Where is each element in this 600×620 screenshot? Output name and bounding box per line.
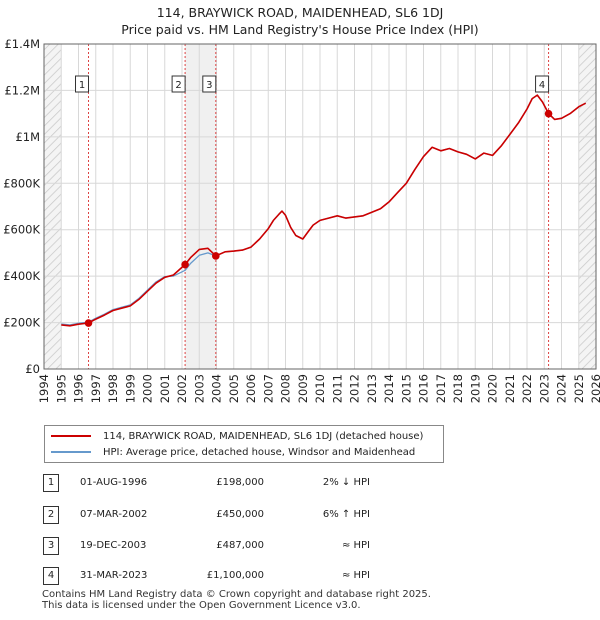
sale-date: 01-AUG-1996 <box>80 477 148 488</box>
x-tick-label: 1995 <box>54 374 68 403</box>
footer-copyright: Contains HM Land Registry data © Crown c… <box>42 589 431 600</box>
y-tick-label: £800K <box>3 176 40 190</box>
sale-point <box>181 260 189 269</box>
x-tick-label: 2010 <box>313 374 327 403</box>
x-tick-label: 2026 <box>589 374 600 403</box>
x-tick-label: 2007 <box>261 374 275 403</box>
x-tick-label: 2023 <box>537 374 551 403</box>
sale-price: £198,000 <box>216 477 264 488</box>
sale-price: £487,000 <box>216 540 264 551</box>
sale-point <box>544 109 553 118</box>
x-tick-label: 2020 <box>486 374 500 403</box>
x-tick-label: 1996 <box>72 374 86 403</box>
sale-price: £450,000 <box>216 509 264 520</box>
sale-price: £1,100,000 <box>206 570 264 581</box>
sale-marker-label: 3 <box>206 80 212 91</box>
x-tick-label: 2021 <box>503 374 517 403</box>
y-tick-label: £400K <box>3 269 40 283</box>
plot-frame <box>43 43 597 370</box>
legend-swatch-property <box>51 435 91 437</box>
x-tick-label: 1999 <box>123 374 137 403</box>
x-tick-label: 2002 <box>175 374 189 403</box>
property-price-line <box>61 94 587 327</box>
x-tick-label: 2008 <box>279 374 293 403</box>
footer-licence: This data is licensed under the Open Gov… <box>42 600 361 611</box>
legend-label-hpi: HPI: Average price, detached house, Wind… <box>103 446 416 458</box>
x-tick-label: 2015 <box>399 374 413 403</box>
sale-row: 1 01-AUG-1996 £198,000 2% ↓ HPI <box>0 474 600 494</box>
sale-date: 07-MAR-2002 <box>80 509 148 520</box>
x-tick-label: 2000 <box>141 374 155 403</box>
title-line-1: 114, BRAYWICK ROAD, MAIDENHEAD, SL6 1DJ <box>156 5 444 20</box>
y-tick-label: £1.2M <box>4 83 40 97</box>
y-tick-label: £600K <box>3 223 40 237</box>
x-tick-label: 1998 <box>106 374 120 403</box>
sale-hpi-relation: 6% ↑ HPI <box>322 509 370 520</box>
sale-marker-label: 1 <box>79 80 85 91</box>
y-tick-label: £1.4M <box>4 37 40 51</box>
sale-number-badge: 1 <box>43 474 59 492</box>
y-tick-label: £0 <box>25 362 40 376</box>
chart-title: 114, BRAYWICK ROAD, MAIDENHEAD, SL6 1DJ … <box>0 4 600 38</box>
hatched-region-after <box>578 44 596 369</box>
sale-row: 2 07-MAR-2002 £450,000 6% ↑ HPI <box>0 506 600 526</box>
footer: Contains HM Land Registry data © Crown c… <box>42 589 431 611</box>
legend-swatch-hpi <box>51 451 91 453</box>
sale-row: 4 31-MAR-2023 £1,100,000 ≈ HPI <box>0 567 600 587</box>
sale-marker-box <box>75 75 90 93</box>
sale-date: 31-MAR-2023 <box>80 570 148 581</box>
x-tick-label: 2012 <box>348 374 362 403</box>
sale-row: 3 19-DEC-2003 £487,000 ≈ HPI <box>0 537 600 557</box>
y-tick-label: £200K <box>3 316 40 330</box>
sale-marker-box <box>202 75 217 93</box>
x-tick-label: 2006 <box>244 374 258 403</box>
sale-hpi-relation: 2% ↓ HPI <box>322 477 370 488</box>
price-chart: 1 2 3 4 £0 £200K £400K £600K £800K £1M £1.2M £1.4M… <box>3 37 600 403</box>
x-tick-label: 2013 <box>365 374 379 403</box>
sale-point <box>212 252 220 260</box>
sale-marker-label: 4 <box>539 80 545 91</box>
hatched-region-before <box>44 44 62 369</box>
y-tick-label: £1M <box>15 130 40 144</box>
x-tick-label: 2018 <box>451 374 465 403</box>
x-tick-label: 2016 <box>417 374 431 403</box>
x-tick-label: 2005 <box>227 374 241 403</box>
x-tick-label: 2024 <box>555 374 569 403</box>
sale-hpi-relation: ≈ HPI <box>341 540 370 551</box>
x-tick-label: 2014 <box>382 374 396 403</box>
x-tick-label: 2003 <box>192 374 206 403</box>
sale-hpi-relation: ≈ HPI <box>341 570 370 581</box>
sale-number-badge: 3 <box>43 537 59 555</box>
sale-marker-label: 2 <box>175 80 181 91</box>
x-tick-label: 1997 <box>89 374 103 403</box>
x-tick-label: 2001 <box>158 374 172 403</box>
x-tick-label: 1994 <box>37 374 51 403</box>
sale-date: 19-DEC-2003 <box>80 540 147 551</box>
legend-label-property: 114, BRAYWICK ROAD, MAIDENHEAD, SL6 1DJ … <box>103 430 424 442</box>
x-tick-label: 2025 <box>572 374 586 403</box>
x-tick-label: 2011 <box>330 374 344 403</box>
sale-marker-box <box>535 75 550 93</box>
sale-point <box>84 319 93 327</box>
sale-marker-box <box>171 75 186 93</box>
legend: 114, BRAYWICK ROAD, MAIDENHEAD, SL6 1DJ … <box>44 425 444 463</box>
legend-item-property: 114, BRAYWICK ROAD, MAIDENHEAD, SL6 1DJ … <box>51 429 423 443</box>
x-tick-label: 2022 <box>520 374 534 403</box>
sale-number-badge: 4 <box>43 567 59 585</box>
x-tick-label: 2004 <box>210 374 224 403</box>
legend-item-hpi: HPI: Average price, detached house, Wind… <box>51 445 415 459</box>
sale-band <box>185 44 216 369</box>
sale-number-badge: 2 <box>43 506 59 524</box>
x-tick-label: 2017 <box>434 374 448 403</box>
x-tick-label: 2019 <box>468 374 482 403</box>
title-line-2: Price paid vs. HM Land Registry's House … <box>121 22 479 37</box>
x-tick-label: 2009 <box>296 374 310 403</box>
